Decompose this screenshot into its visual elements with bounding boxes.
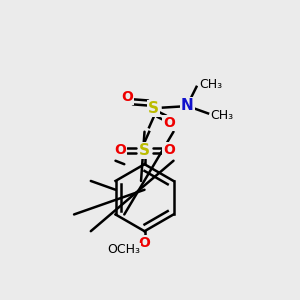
Text: O: O bbox=[114, 143, 126, 157]
Text: O: O bbox=[139, 236, 150, 250]
Text: O: O bbox=[121, 90, 133, 104]
Text: CH₃: CH₃ bbox=[199, 78, 222, 91]
Text: OCH₃: OCH₃ bbox=[107, 243, 140, 256]
Text: N: N bbox=[181, 98, 194, 113]
Text: CH₃: CH₃ bbox=[210, 109, 233, 122]
Text: S: S bbox=[139, 143, 150, 158]
Text: S: S bbox=[148, 101, 159, 116]
Text: O: O bbox=[163, 143, 175, 157]
Text: O: O bbox=[163, 116, 175, 130]
